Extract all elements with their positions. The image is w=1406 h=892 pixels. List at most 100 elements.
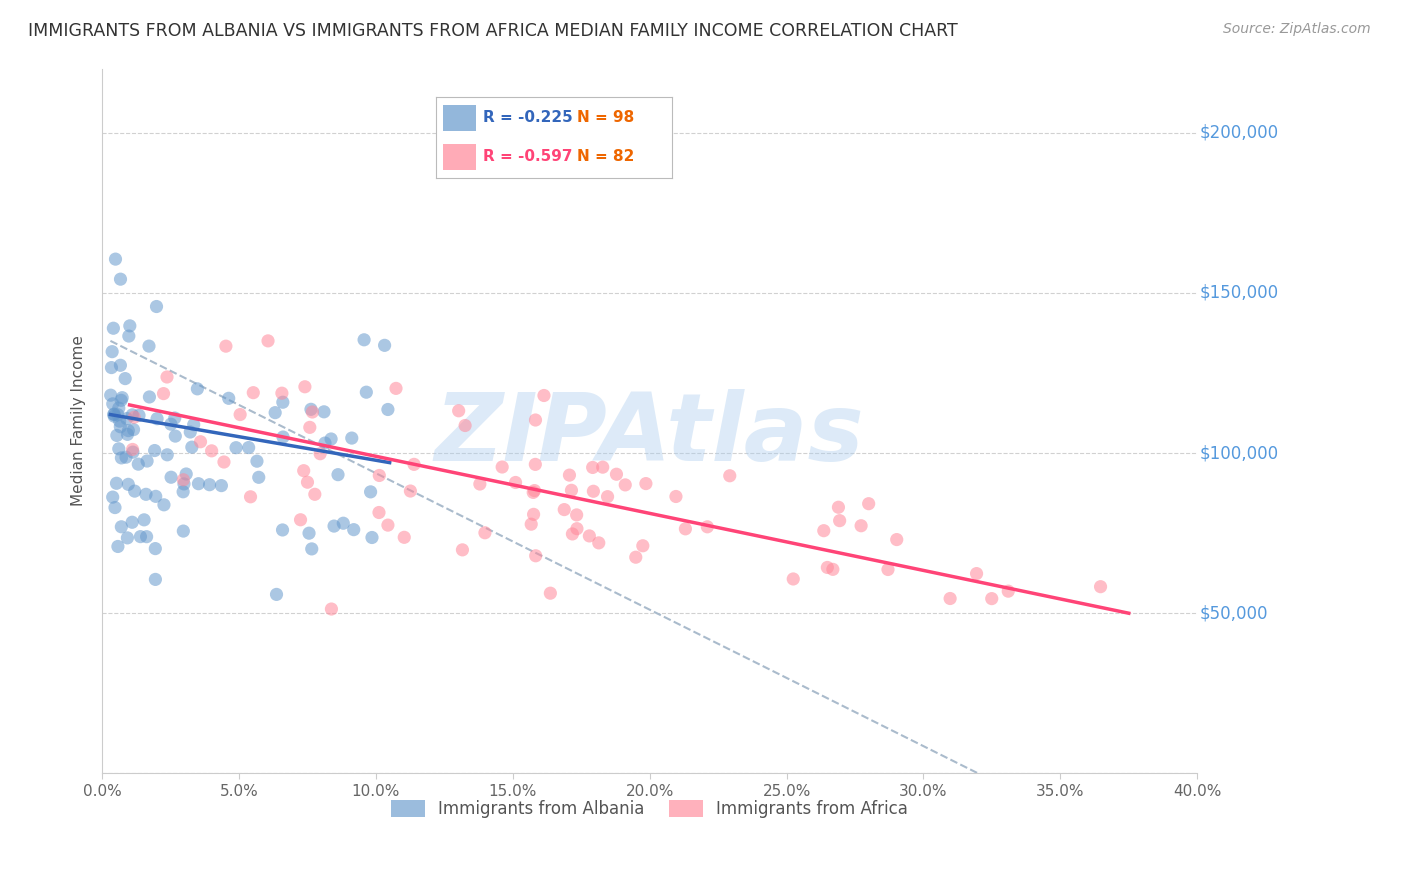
Point	[374, 338, 396, 352]
Point	[533, 388, 555, 402]
Point	[298, 526, 321, 541]
Point	[122, 445, 145, 459]
Point	[782, 572, 804, 586]
Point	[145, 300, 167, 314]
Point	[229, 408, 252, 422]
Point	[107, 442, 129, 456]
Point	[399, 483, 422, 498]
Point	[343, 523, 366, 537]
Point	[146, 411, 169, 425]
Point	[402, 458, 425, 472]
Point	[815, 560, 838, 574]
Point	[298, 420, 321, 434]
Point	[153, 498, 176, 512]
Point	[156, 448, 179, 462]
Point	[103, 407, 125, 421]
Text: IMMIGRANTS FROM ALBANIA VS IMMIGRANTS FROM AFRICA MEDIAN FAMILY INCOME CORRELATI: IMMIGRANTS FROM ALBANIA VS IMMIGRANTS FR…	[28, 22, 957, 40]
Point	[560, 483, 582, 498]
Point	[321, 602, 343, 616]
Point	[849, 518, 872, 533]
Point	[103, 409, 125, 424]
Point	[143, 541, 166, 556]
Point	[292, 464, 315, 478]
Point	[270, 386, 292, 401]
Point	[172, 484, 194, 499]
Text: $150,000: $150,000	[1199, 284, 1278, 301]
Point	[939, 591, 962, 606]
Point	[110, 359, 132, 373]
Point	[246, 454, 269, 468]
Point	[523, 508, 546, 522]
Point	[271, 395, 294, 409]
Point	[522, 485, 544, 500]
Point	[111, 391, 134, 405]
Point	[1090, 580, 1112, 594]
Point	[505, 475, 527, 490]
Point	[474, 525, 496, 540]
Point	[524, 458, 547, 472]
Point	[107, 401, 129, 416]
Point	[323, 519, 346, 533]
Point	[538, 586, 561, 600]
Point	[115, 450, 138, 465]
Text: $100,000: $100,000	[1199, 444, 1278, 462]
Point	[172, 524, 194, 538]
Point	[997, 584, 1019, 599]
Point	[524, 549, 547, 563]
Point	[104, 500, 127, 515]
Text: $200,000: $200,000	[1199, 124, 1278, 142]
Point	[218, 392, 240, 406]
Point	[309, 447, 332, 461]
Point	[209, 478, 232, 492]
Point	[257, 334, 280, 348]
Point	[174, 467, 197, 481]
Point	[179, 425, 201, 439]
Point	[634, 476, 657, 491]
Point	[173, 476, 195, 491]
Point	[117, 477, 139, 491]
Point	[110, 393, 132, 408]
Point	[145, 573, 167, 587]
Point	[165, 429, 187, 443]
Point	[101, 397, 124, 411]
Point	[118, 318, 141, 333]
Point	[186, 382, 208, 396]
Point	[117, 427, 139, 442]
Point	[143, 443, 166, 458]
Point	[582, 460, 605, 475]
Point	[588, 536, 610, 550]
Point	[665, 490, 688, 504]
Point	[107, 408, 129, 422]
Point	[104, 252, 127, 267]
Point	[582, 484, 605, 499]
Point	[523, 483, 546, 498]
Point	[624, 550, 647, 565]
Point	[966, 566, 988, 581]
Point	[299, 402, 322, 417]
Point	[172, 473, 194, 487]
Point	[340, 431, 363, 445]
Point	[294, 380, 316, 394]
Point	[101, 344, 124, 359]
Point	[377, 518, 399, 533]
Point	[828, 514, 851, 528]
Point	[360, 484, 382, 499]
Point	[163, 411, 186, 425]
Point	[103, 321, 125, 335]
Point	[247, 470, 270, 484]
Text: $50,000: $50,000	[1199, 604, 1268, 623]
Point	[156, 370, 179, 384]
Point	[553, 502, 575, 516]
Point	[100, 360, 122, 375]
Point	[152, 386, 174, 401]
Point	[332, 516, 354, 531]
Point	[565, 522, 588, 536]
Point	[468, 477, 491, 491]
Point	[136, 454, 159, 468]
Point	[239, 490, 262, 504]
Point	[135, 487, 157, 501]
Point	[361, 531, 384, 545]
Point	[558, 468, 581, 483]
Point	[101, 490, 124, 504]
Point	[813, 524, 835, 538]
